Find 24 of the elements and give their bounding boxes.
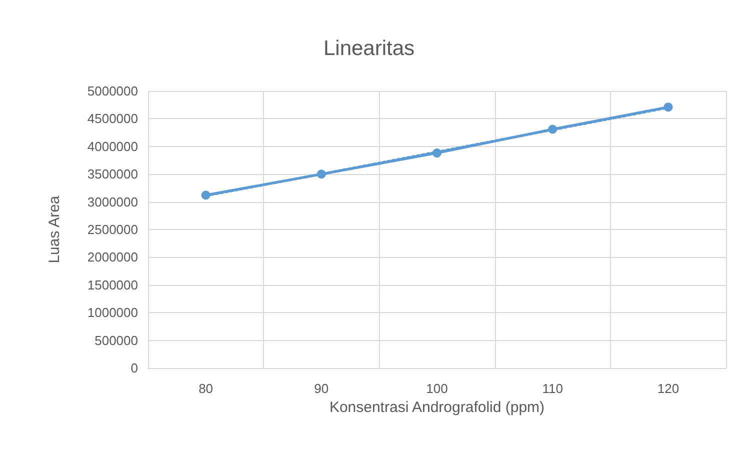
x-tick-label: 80 (198, 381, 214, 396)
y-tick-label: 2500000 (87, 222, 138, 237)
y-tick-label: 0 (130, 360, 138, 376)
point (548, 124, 558, 134)
point (201, 190, 210, 200)
y-tick-label: 5000000 (87, 84, 138, 98)
y-tick-label: 3500000 (87, 166, 138, 182)
y-tick-label: 3000000 (87, 194, 138, 210)
y-tick-label: 500000 (94, 332, 138, 348)
point (664, 102, 673, 112)
y-tick-label: 4500000 (87, 111, 138, 126)
y-tick-label: 1500000 (87, 277, 138, 292)
y-tick-label: 1000000 (87, 305, 138, 320)
point (432, 148, 442, 158)
y-axis-title: Luas Area (46, 195, 63, 264)
chart-title: Linearitas (323, 37, 415, 60)
y-tick-label: 4000000 (87, 138, 138, 154)
x-tick-label: 120 (657, 381, 680, 396)
x-tick-label: 100 (426, 381, 448, 396)
point (316, 170, 326, 179)
x-axis-title: Konsentrasi Andrografolid (ppm) (329, 399, 545, 416)
x-tick-label: 110 (542, 381, 563, 396)
x-tick-label: 90 (314, 381, 329, 396)
y-tick-label: 2000000 (87, 250, 138, 265)
